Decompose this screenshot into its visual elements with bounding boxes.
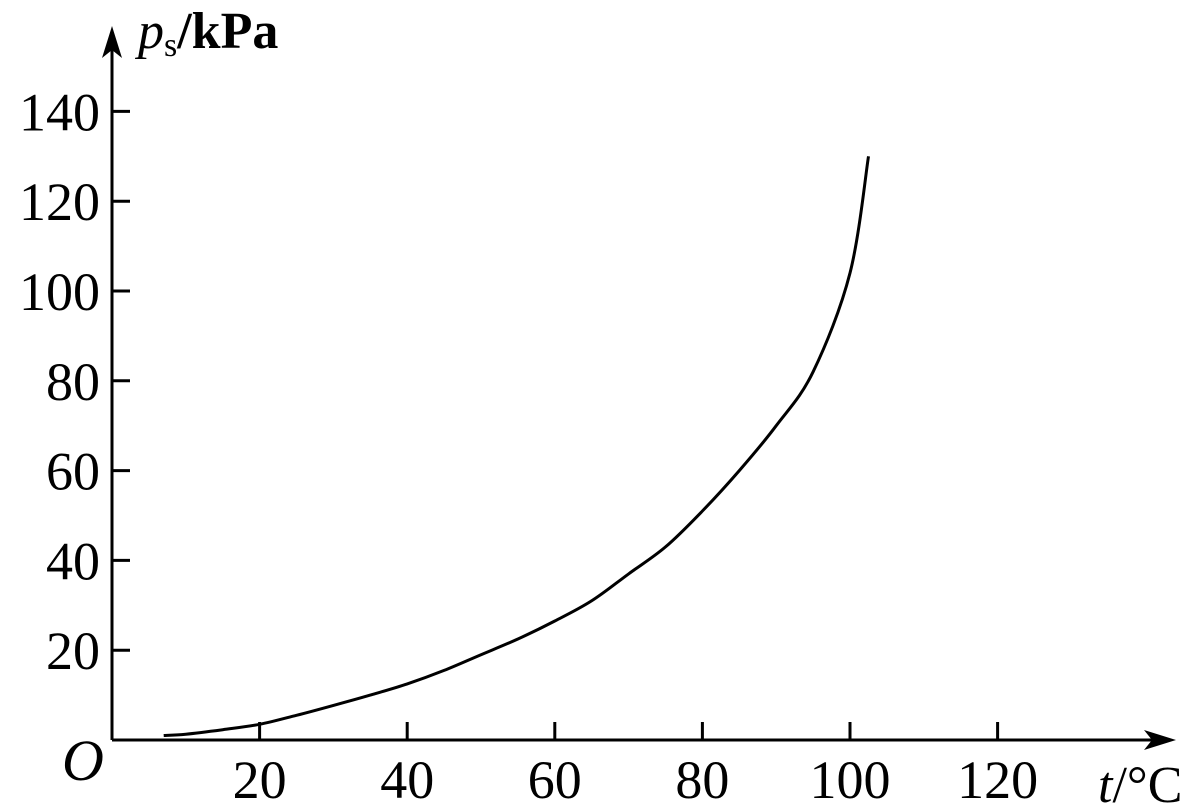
y-axis-subscript: s	[164, 27, 177, 64]
origin-label: O	[62, 728, 104, 793]
y-axis-label: ps/kPa	[134, 3, 278, 64]
x-axis-arrow	[1144, 730, 1176, 750]
y-tick-label: 120	[19, 172, 100, 232]
x-axis-unit: /°C	[1112, 757, 1182, 808]
x-tick-label: 80	[675, 750, 729, 808]
y-tick-label: 20	[46, 621, 100, 681]
x-axis-symbol: t	[1098, 757, 1114, 808]
series	[163, 156, 870, 737]
x-tick-label: 100	[810, 750, 891, 808]
series-line	[163, 156, 870, 737]
x-tick-label: 40	[380, 750, 434, 808]
ticks: 20 40 60 80 100 120 20 40 60 80 100 120 140	[19, 82, 1038, 808]
y-tick-label: 140	[19, 82, 100, 142]
x-axis-label: t/°C	[1098, 757, 1182, 808]
x-tick-label: 60	[528, 750, 582, 808]
x-tick-label: 120	[957, 750, 1038, 808]
y-axis-unit: /kPa	[176, 3, 278, 60]
y-axis-arrow	[102, 26, 122, 58]
x-tick-label: 20	[233, 750, 287, 808]
y-tick-label: 80	[46, 352, 100, 412]
y-tick-label: 100	[19, 262, 100, 322]
y-tick-label: 40	[46, 531, 100, 591]
axes	[102, 26, 1176, 750]
y-axis-symbol: p	[134, 3, 164, 60]
y-tick-label: 60	[46, 442, 100, 502]
